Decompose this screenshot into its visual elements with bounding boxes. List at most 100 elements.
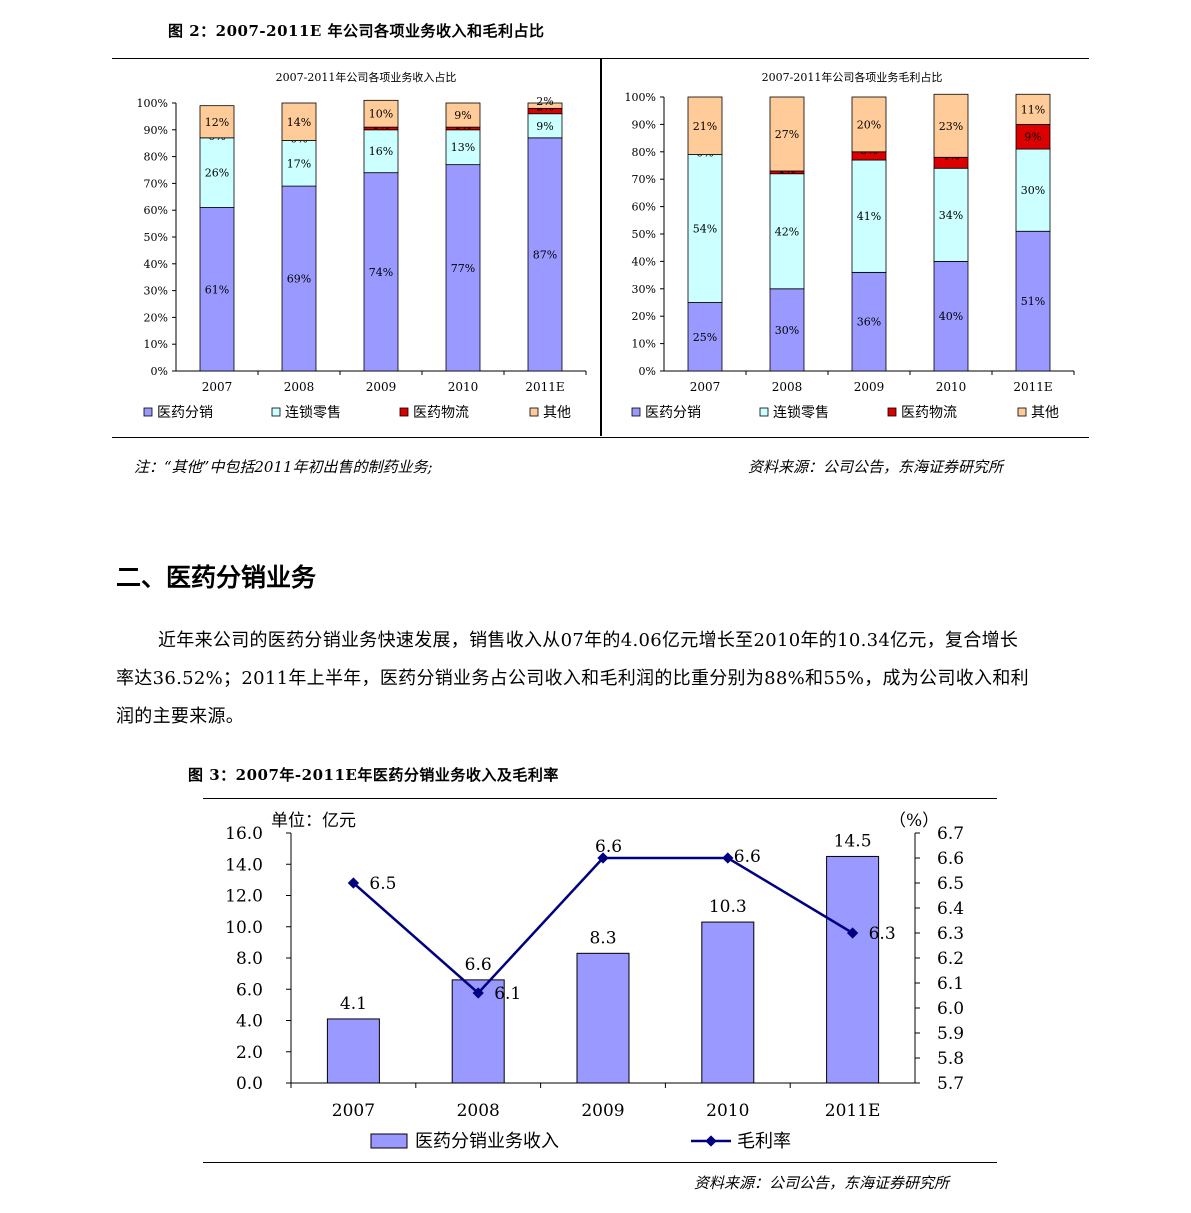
revenue-share-data-label: 2% [536, 95, 553, 108]
combo-right-tick-label: 5.8 [937, 1049, 964, 1069]
profit-share-x-tick-label: 2007 [690, 380, 721, 394]
profit-share-bar-segment [1015, 124, 1051, 150]
revenue-share-data-label: 77% [451, 262, 475, 275]
revenue-share-y-tick-label: 20% [144, 311, 168, 324]
revenue-share-data-label: 13% [451, 141, 475, 154]
profit-share-legend-label: 其他 [1031, 405, 1059, 421]
revenue-share-y-tick-label: 0% [151, 365, 168, 378]
revenue-share-legend-swatch [143, 407, 153, 417]
profit-share-legend-swatch [631, 407, 641, 417]
profit-share-y-tick-label: 20% [632, 310, 656, 323]
revenue-share-legend-label: 医药分销 [157, 405, 213, 421]
distribution-revenue-margin-chart: 单位：亿元 （%） 0.0 2.0 4.0 6.0 8.0 10.0 12.0 14.0 16.0 5… [225, 811, 964, 1152]
revenue-share-bar-segment [363, 99, 399, 128]
revenue-share-bar-segment [445, 102, 481, 128]
revenue-share-data-label: 69% [287, 273, 311, 286]
profit-share-data-label: 21% [693, 120, 717, 133]
combo-left-tick-label: 8.0 [236, 949, 263, 969]
profit-share-bar-segment [687, 154, 723, 303]
combo-x-tick-label: 2008 [457, 1101, 500, 1121]
combo-right-tick-label: 6.1 [937, 974, 964, 994]
profit-share-data-label: 42% [775, 225, 799, 238]
profit-share-bar-segment [1015, 148, 1051, 232]
profit-share-data-label: 27% [775, 128, 799, 141]
profit-share-legend-label: 连锁零售 [773, 405, 829, 421]
profit-share-title: 2007-2011年公司各项业务毛利占比 [762, 70, 943, 84]
combo-revenue-label: 14.5 [834, 831, 872, 851]
revenue-share-y-tick-label: 10% [144, 338, 168, 351]
revenue-share-bar-segment [527, 137, 563, 372]
combo-right-tick-label: 6.3 [937, 924, 964, 944]
profit-share-bar-segment [851, 271, 887, 372]
revenue-share-x-tick-label: 2011E [525, 380, 564, 394]
combo-revenue-label: 4.1 [340, 994, 367, 1014]
profit-share-bar-segment [687, 96, 723, 155]
combo-right-tick-label: 6.5 [937, 874, 964, 894]
profit-share-y-tick-label: 60% [632, 201, 656, 214]
revenue-share-y-tick-label: 40% [144, 258, 168, 271]
revenue-share-legend-label: 其他 [543, 405, 571, 421]
profit-share-y-tick-label: 100% [625, 91, 656, 104]
profit-share-bar-segment [851, 159, 887, 273]
profit-share-data-label: 23% [939, 120, 963, 133]
revenue-share-title: 2007-2011年公司各项业务收入占比 [276, 70, 457, 84]
profit-share-x-tick-label: 2010 [936, 380, 967, 394]
section-heading: 二、医药分销业务 [116, 563, 317, 592]
profit-share-x-tick-label: 2011E [1013, 380, 1052, 394]
profit-share-legend-label: 医药分销 [645, 405, 701, 421]
combo-margin-point [472, 987, 484, 999]
profit-share-data-label: 11% [1021, 103, 1045, 116]
revenue-share-y-tick-label: 100% [137, 97, 168, 110]
combo-left-tick-label: 6.0 [236, 980, 263, 1000]
profit-share-bar-segment [769, 288, 805, 372]
revenue-share-bar-segment [363, 129, 399, 174]
combo-revenue-label: 10.3 [709, 897, 747, 917]
profit-share-y-tick-label: 40% [632, 255, 656, 268]
revenue-share-x-tick-label: 2009 [366, 380, 397, 394]
combo-margin-label: 6.5 [369, 874, 396, 894]
combo-right-tick-label: 6.6 [937, 849, 964, 869]
figure3-top-rule [203, 798, 997, 799]
revenue-share-chart: 2007-2011年公司各项业务收入占比 0% 10% 20% 30% 40% 50% 60%… [137, 70, 587, 421]
profit-share-bar-segment [933, 260, 969, 372]
profit-share-y-tick-label: 80% [632, 146, 656, 159]
combo-right-tick-label: 6.0 [937, 999, 964, 1019]
profit-share-data-label: 9% [1024, 131, 1041, 144]
revenue-share-data-label: 9% [454, 109, 471, 122]
combo-legend-bar-swatch [370, 1133, 408, 1149]
revenue-share-x-tick-label: 2007 [202, 380, 233, 394]
combo-x-tick-label: 2011E [825, 1101, 881, 1121]
revenue-share-bar-segment [445, 129, 481, 166]
revenue-share-bar-segment [527, 113, 563, 139]
revenue-share-bar-segment [363, 172, 399, 372]
combo-revenue-bar [576, 952, 630, 1084]
combo-x-tick-label: 2009 [581, 1101, 624, 1121]
revenue-share-legend-swatch [271, 407, 281, 417]
combo-left-tick-label: 0.0 [236, 1074, 263, 1094]
profit-share-data-label: 41% [857, 210, 881, 223]
paragraph-line-2: 率达36.52%；2011年上半年，医药分销业务占公司收入和毛利润的比重分别为8… [116, 668, 1029, 689]
combo-left-tick-label: 14.0 [225, 855, 263, 875]
figure2-title: 图 2：2007-2011E 年公司各项业务收入和毛利占比 [168, 22, 545, 40]
combo-right-tick-label: 6.7 [937, 824, 964, 844]
revenue-share-data-label: 74% [369, 266, 393, 279]
revenue-share-y-tick-label: 90% [144, 124, 168, 137]
combo-legend-line-marker [705, 1135, 717, 1147]
revenue-share-bar-segment [527, 102, 563, 109]
profit-share-y-tick-label: 0% [639, 365, 656, 378]
combo-right-unit: （%） [889, 811, 939, 831]
combo-left-unit: 单位：亿元 [271, 811, 356, 831]
revenue-share-data-label: 61% [205, 283, 229, 296]
profit-share-bar-segment [687, 302, 723, 372]
profit-share-data-label: 20% [857, 118, 881, 131]
revenue-share-bar-segment [281, 185, 317, 372]
combo-margin-label: 6.6 [595, 837, 622, 857]
profit-share-data-label: 54% [693, 223, 717, 236]
revenue-share-y-tick-label: 70% [144, 177, 168, 190]
revenue-share-data-label: 16% [369, 145, 393, 158]
profit-share-data-label: 40% [939, 310, 963, 323]
gross-profit-share-chart: 2007-2011年公司各项业务毛利占比 0% 10% 20% 30% 40% 50% 60%… [625, 70, 1075, 421]
profit-share-x-tick-label: 2008 [772, 380, 803, 394]
revenue-share-legend-label: 医药物流 [413, 405, 469, 421]
combo-left-tick-label: 2.0 [236, 1043, 263, 1063]
